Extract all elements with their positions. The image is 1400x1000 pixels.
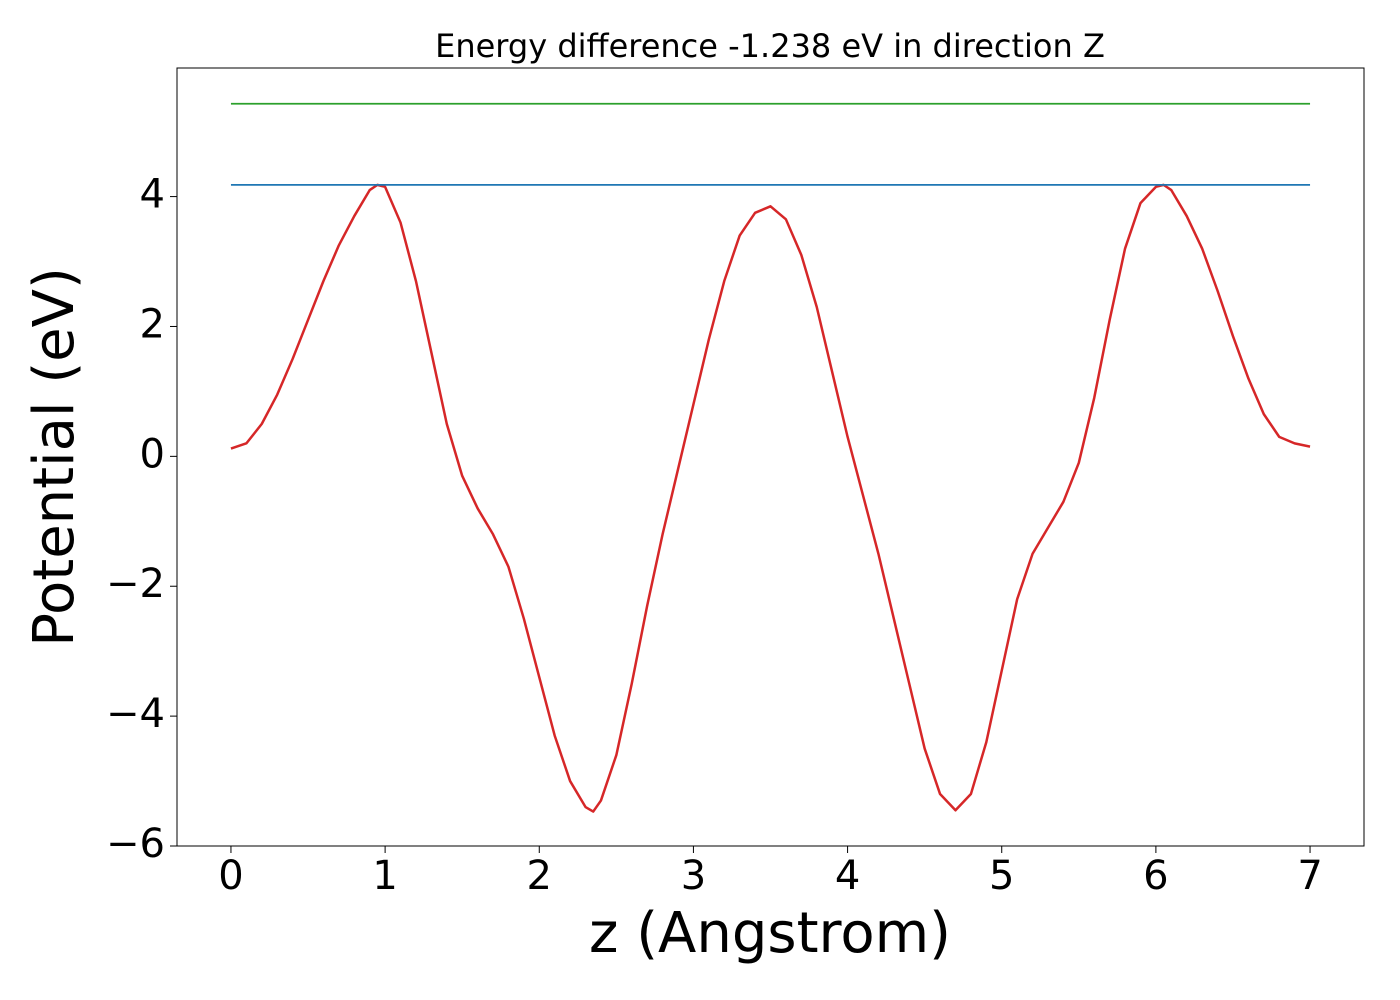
x-tick-label: 7 [1297,853,1322,899]
x-axis-label: z (Angstrom) [589,901,951,966]
x-tick-label: 4 [835,853,860,899]
x-tick-label: 0 [218,853,243,899]
plot-frame [176,67,1365,847]
y-tick-label: 4 [140,172,165,218]
x-tick-label: 5 [989,853,1014,899]
y-tick-label: 2 [140,301,165,347]
x-tick-label: 2 [527,853,552,899]
x-tick-label: 1 [372,853,397,899]
y-axis-label: Potential (eV) [22,267,87,647]
y-tick-label: −4 [106,691,165,737]
chart-title: Energy difference -1.238 eV in direction… [435,27,1105,65]
y-tick-label: 0 [140,431,165,477]
x-tick-label: 3 [681,853,706,899]
x-tick-label: 6 [1143,853,1168,899]
line-series [230,183,1311,813]
y-tick-label: −6 [106,821,165,867]
y-tick-label: −2 [106,561,165,607]
